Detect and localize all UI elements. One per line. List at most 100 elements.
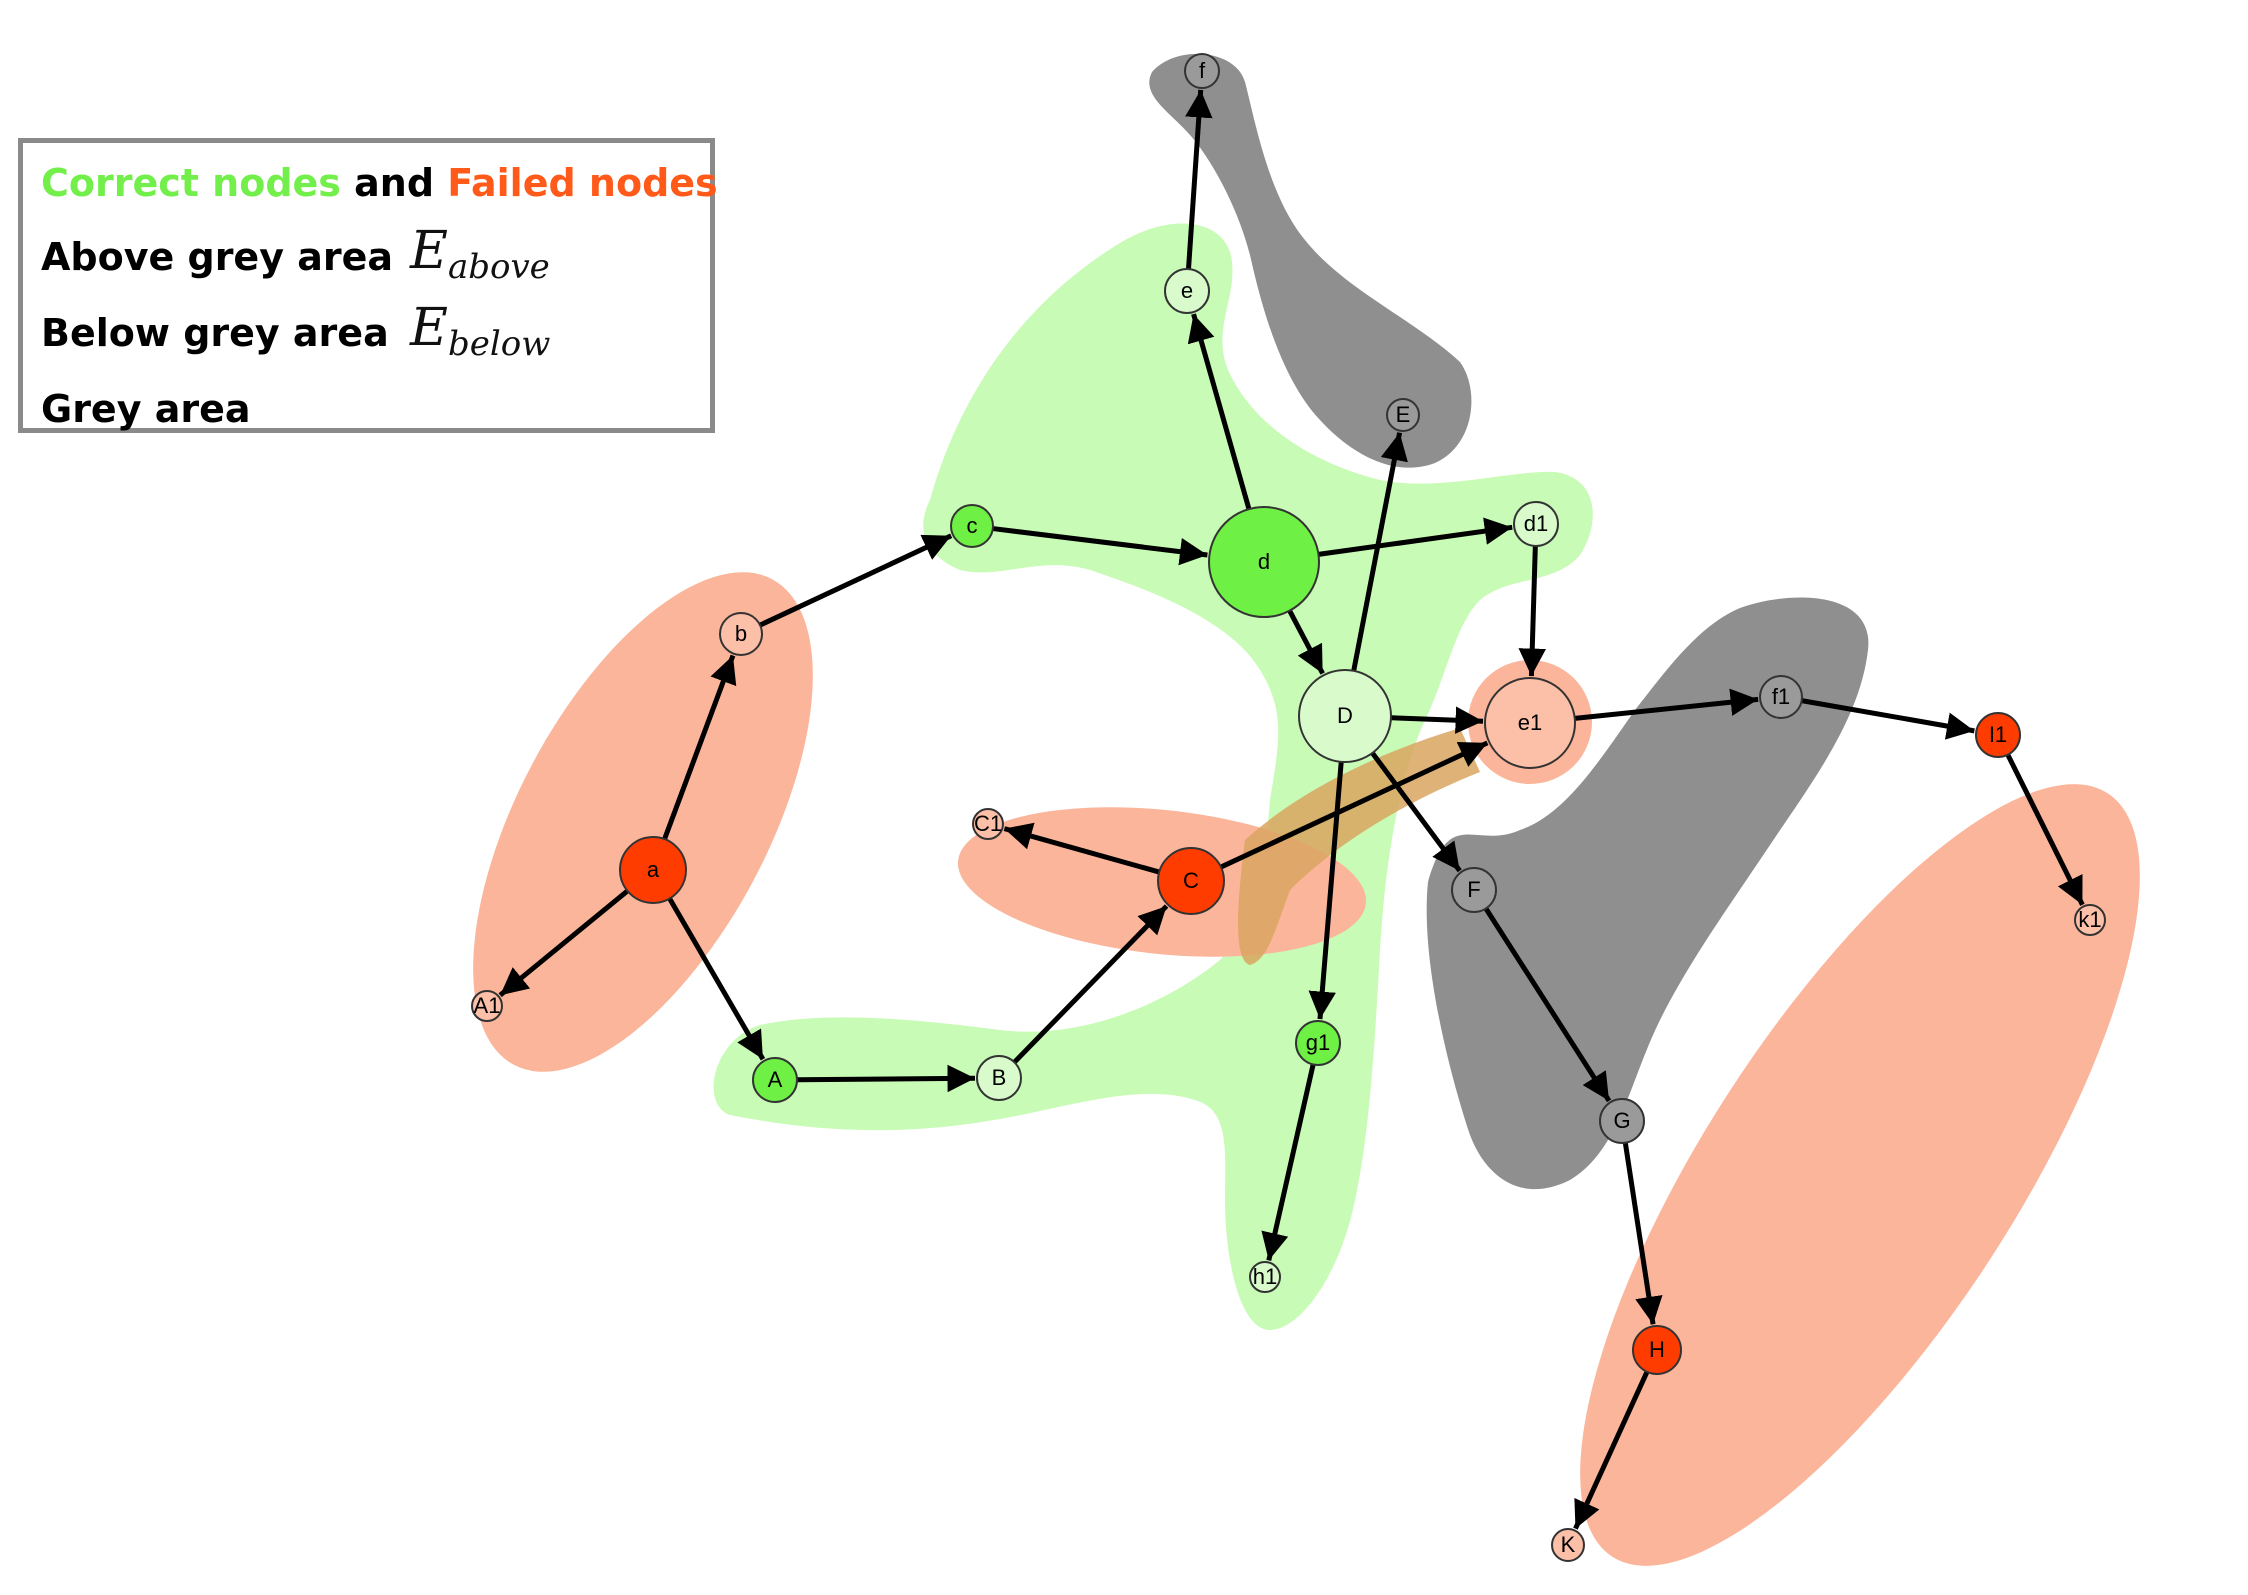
node-circle <box>1164 268 1210 314</box>
node-A1[interactable]: A1 <box>471 990 503 1022</box>
node-g1[interactable]: g1 <box>1295 1020 1341 1066</box>
node-circle <box>2074 904 2106 936</box>
node-E[interactable]: E <box>1386 398 1420 432</box>
below-symbol-subscript: below <box>447 324 551 364</box>
edge-e-to-f <box>1185 89 1213 270</box>
node-circle <box>1599 1098 1645 1144</box>
node-label: d1 <box>1524 511 1548 536</box>
edge-H-to-K <box>1573 1370 1650 1530</box>
node-label: H <box>1649 1337 1665 1362</box>
edge-e1-to-f1 <box>1574 688 1759 721</box>
node-label: k1 <box>2078 907 2101 932</box>
edge-a-to-A1 <box>498 888 630 998</box>
node-label: G <box>1613 1108 1630 1133</box>
node-circle <box>1249 1261 1281 1293</box>
node-circle <box>976 1055 1022 1101</box>
edges-layer <box>498 89 2085 1530</box>
edge-g1-to-h1 <box>1261 1063 1316 1261</box>
node-circle <box>1451 867 1497 913</box>
legend-above-label: Above grey area <box>41 235 394 279</box>
grey-area-region <box>1426 597 1869 1190</box>
node-F[interactable]: F <box>1451 867 1497 913</box>
node-circle <box>950 504 994 548</box>
node-h1[interactable]: h1 <box>1249 1261 1281 1293</box>
edge-f1-to-I1 <box>1801 698 1975 740</box>
node-label: e1 <box>1518 710 1542 735</box>
node-I1[interactable]: I1 <box>1975 712 2021 758</box>
edge-b-to-c <box>758 533 953 628</box>
node-circle <box>1295 1020 1341 1066</box>
node-circle <box>1184 53 1220 89</box>
node-label: D <box>1337 703 1353 728</box>
node-circle <box>1975 712 2021 758</box>
node-a[interactable]: a <box>619 836 687 904</box>
edge-C-to-C1 <box>1003 822 1160 875</box>
node-circle <box>972 808 1004 840</box>
edge-D-to-E <box>1351 432 1408 672</box>
node-circle <box>619 836 687 904</box>
legend-and-label: and <box>340 161 448 205</box>
edge-B-to-C <box>1012 904 1169 1064</box>
node-circle <box>719 612 763 656</box>
edge-I1-to-k1 <box>2005 753 2085 906</box>
node-c[interactable]: c <box>950 504 994 548</box>
node-D[interactable]: D <box>1298 669 1392 763</box>
above-symbol-subscript: above <box>447 247 550 287</box>
node-label: I1 <box>1989 722 2007 747</box>
node-label: A1 <box>474 993 501 1018</box>
node-label: C1 <box>974 811 1002 836</box>
node-circle <box>1298 669 1392 763</box>
edge-G-to-H <box>1622 1142 1663 1325</box>
node-e1[interactable]: e1 <box>1484 677 1576 769</box>
legend-failed-nodes-label: Failed nodes <box>447 161 718 205</box>
node-B[interactable]: B <box>976 1055 1022 1101</box>
node-label: b <box>735 621 747 646</box>
node-circle <box>1513 501 1559 547</box>
node-label: B <box>992 1065 1007 1090</box>
node-circle <box>1386 398 1420 432</box>
legend-box: Correct nodes and Failed nodes Above gre… <box>18 138 718 433</box>
node-label: d <box>1258 549 1270 574</box>
grey-area-region <box>1149 53 1472 468</box>
legend-correct-nodes-label: Correct nodes <box>41 161 341 205</box>
node-C1[interactable]: C1 <box>972 808 1004 840</box>
edge-A-to-B <box>796 1064 976 1093</box>
node-label: A <box>768 1067 783 1092</box>
nodes-layer: a b A1 c d e f Ed1 D e1 f1 I1 k1 C C1 F G H K A Bg1 h1 <box>471 53 2106 1562</box>
node-label: f <box>1199 58 1206 83</box>
legend-below-symbol: Ebelow <box>410 298 550 364</box>
node-e[interactable]: e <box>1164 268 1210 314</box>
edge-d-to-e <box>1187 313 1252 510</box>
legend-grey-label: Grey area <box>41 387 251 431</box>
edge-a-to-b <box>662 654 737 840</box>
edge-F-to-G <box>1483 907 1612 1103</box>
node-k1[interactable]: k1 <box>2074 904 2106 936</box>
node-b[interactable]: b <box>719 612 763 656</box>
node-label: g1 <box>1306 1030 1330 1055</box>
node-d1[interactable]: d1 <box>1513 501 1559 547</box>
node-A[interactable]: A <box>752 1057 798 1103</box>
edge-a-to-A <box>667 897 766 1061</box>
node-f[interactable]: f <box>1184 53 1220 89</box>
node-circle <box>471 990 503 1022</box>
node-label: E <box>1396 402 1411 427</box>
node-circle <box>1759 675 1803 719</box>
node-circle <box>1208 506 1320 618</box>
node-label: K <box>1561 1532 1576 1557</box>
node-d[interactable]: d <box>1208 506 1320 618</box>
edge-D-to-e1 <box>1390 706 1484 734</box>
node-circle <box>1157 847 1225 915</box>
node-f1[interactable]: f1 <box>1759 675 1803 719</box>
edge-D-to-g1 <box>1308 761 1344 1020</box>
node-G[interactable]: G <box>1599 1098 1645 1144</box>
node-C[interactable]: C <box>1157 847 1225 915</box>
node-H[interactable]: H <box>1632 1325 1682 1375</box>
legend-above-symbol: Eabove <box>410 221 550 287</box>
node-label: e <box>1181 278 1193 303</box>
node-label: C <box>1183 868 1199 893</box>
node-K[interactable]: K <box>1551 1528 1585 1562</box>
node-circle <box>752 1057 798 1103</box>
edge-d-to-d1 <box>1318 517 1513 557</box>
node-label: h1 <box>1253 1264 1277 1289</box>
